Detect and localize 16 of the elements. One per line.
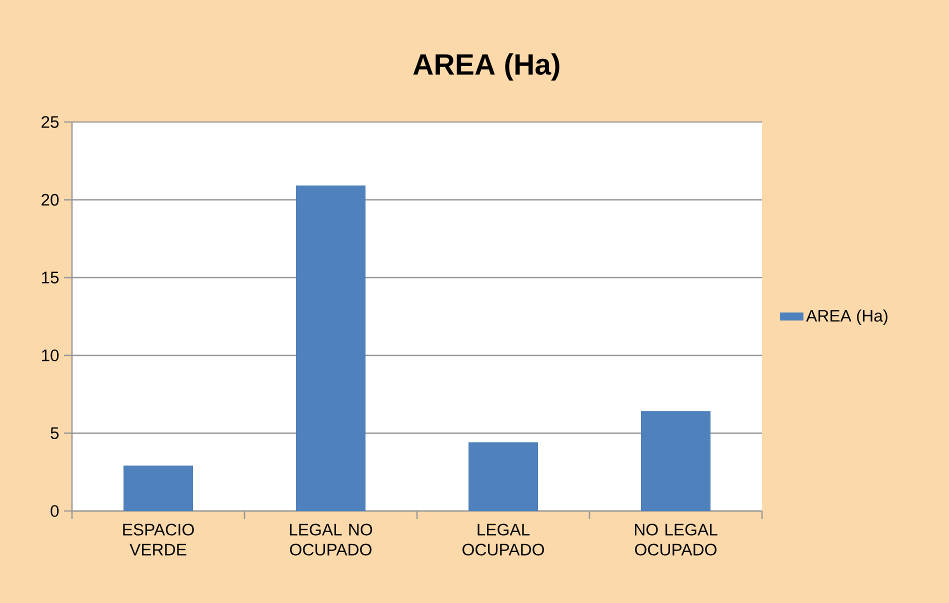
x-tick-label: ESPACIO VERDE [123,524,194,556]
y-tick-label: 5 [50,427,59,440]
y-tick-label: 25 [42,116,59,128]
x-tick-label: NO LEGAL OCUPADO [634,524,718,556]
bar [123,466,194,511]
x-tick-label: LEGAL OCUPADO [462,524,544,556]
y-tick-label: 15 [42,272,59,284]
bar [468,442,538,511]
x-tick-label: LEGAL NO OCUPADO [290,524,372,556]
bar [296,186,366,511]
y-tick-label: 10 [42,350,59,362]
y-tick-label: 20 [42,194,59,206]
chart-title: AREA (Ha) [413,53,560,81]
bar [640,411,711,511]
y-tick-label: 0 [50,505,59,517]
legend-label: AREA (Ha) [806,309,888,325]
